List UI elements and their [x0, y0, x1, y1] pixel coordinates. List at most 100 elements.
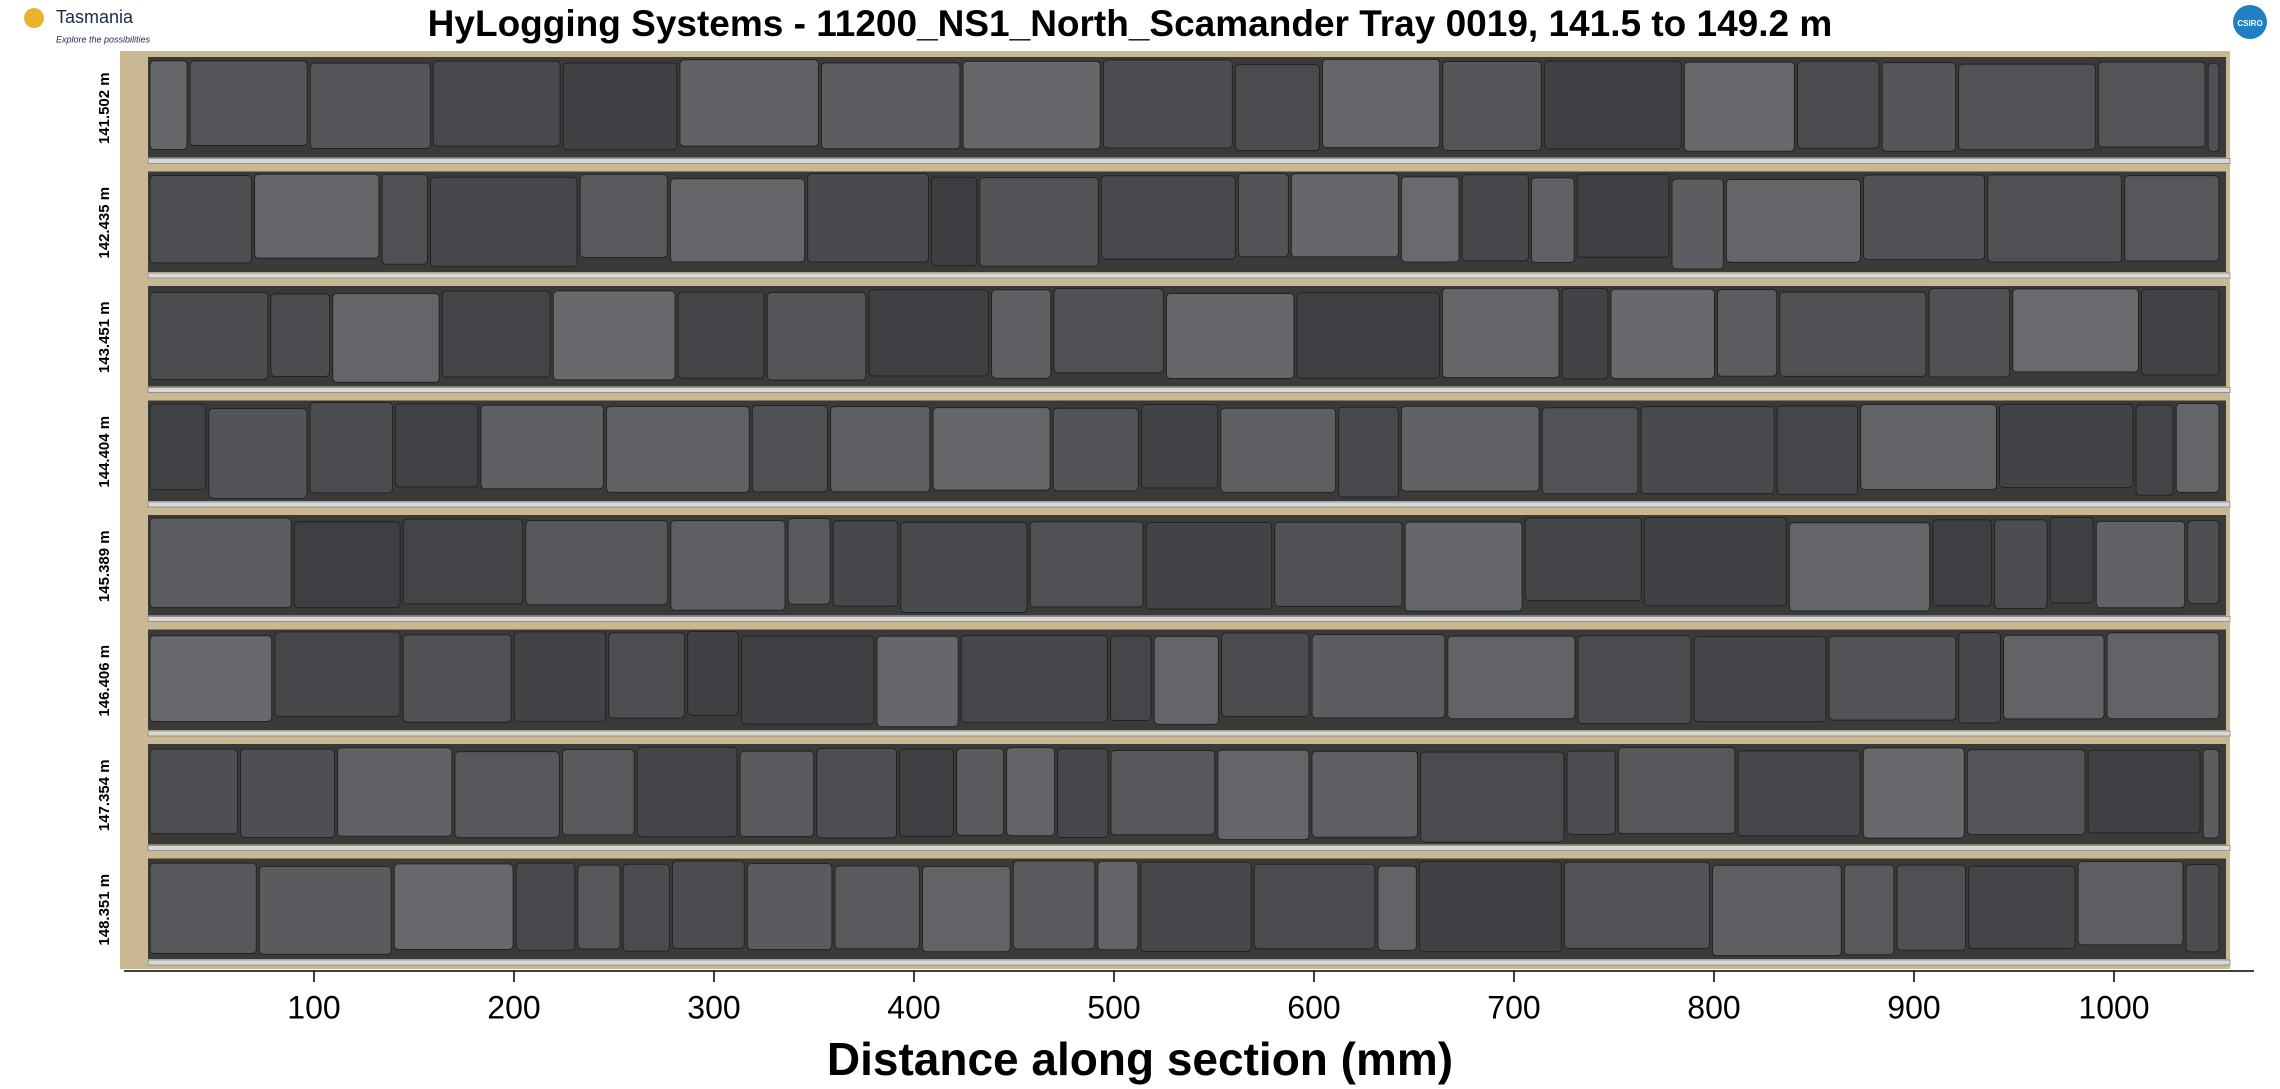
core-piece	[309, 62, 431, 150]
core-piece	[454, 751, 560, 839]
core-piece	[1461, 174, 1529, 262]
core-piece	[1693, 636, 1827, 723]
core-piece	[1274, 521, 1403, 607]
core-piece	[746, 863, 833, 951]
core-piece	[1296, 292, 1440, 379]
row-depth-label: 143.451 m	[96, 301, 113, 373]
core-piece	[1711, 864, 1842, 957]
tray-divider	[147, 501, 2231, 508]
core-piece	[751, 404, 829, 493]
core-piece	[816, 747, 898, 839]
core-piece	[1776, 405, 1859, 496]
core-piece	[149, 517, 292, 609]
core-piece	[274, 631, 401, 718]
core-piece	[402, 518, 524, 605]
x-tick-label: 1000	[2078, 989, 2149, 1025]
core-piece	[1860, 404, 1998, 491]
row-depth-label: 146.406 m	[96, 645, 113, 717]
core-piece	[876, 635, 959, 728]
core-piece	[1442, 61, 1542, 151]
core-piece	[1725, 178, 1861, 263]
core-piece	[1404, 521, 1523, 612]
core-piece	[670, 520, 786, 611]
core-piece	[921, 865, 1011, 953]
core-piece	[622, 863, 670, 952]
core-piece	[1221, 632, 1310, 717]
core-piece	[1220, 407, 1337, 493]
core-piece	[525, 520, 669, 606]
core-piece	[149, 291, 269, 380]
core-piece	[1234, 64, 1320, 152]
x-tick-label: 600	[1287, 989, 1340, 1025]
core-piece	[1140, 861, 1252, 953]
core-piece	[2002, 634, 2105, 720]
core-piece	[1828, 635, 1957, 721]
core-piece	[1290, 173, 1399, 258]
x-tick-label: 300	[687, 989, 740, 1025]
core-piece	[1671, 178, 1724, 270]
x-tick-label: 100	[287, 989, 340, 1025]
core-piece	[309, 402, 393, 494]
core-piece	[480, 404, 604, 490]
core-piece	[2124, 175, 2220, 262]
tray-rows	[147, 57, 2231, 966]
core-piece	[671, 860, 745, 949]
core-piece	[1566, 750, 1616, 835]
logo-tagline: Explore the possibilities	[56, 34, 151, 44]
core-piece	[1994, 519, 2048, 610]
core-piece	[1987, 174, 2123, 263]
core-piece	[636, 746, 738, 838]
core-piece	[960, 634, 1109, 723]
core-piece	[240, 748, 336, 839]
core-piece	[254, 173, 380, 259]
core-piece	[2106, 632, 2220, 720]
core-piece	[1796, 60, 1880, 149]
core-piece	[270, 293, 331, 377]
core-piece	[1140, 404, 1219, 489]
core-piece	[579, 173, 668, 258]
core-piece	[1217, 749, 1310, 841]
core-piece	[562, 62, 678, 151]
core-piece	[1338, 406, 1399, 498]
title: HyLogging Systems - 11200_NS1_North_Scam…	[428, 3, 1833, 44]
core-piece	[1968, 865, 2076, 950]
core-piece	[1788, 522, 1931, 612]
core-piece	[932, 407, 1051, 491]
core-piece	[337, 747, 453, 837]
core-piece	[956, 747, 1005, 836]
core-piece	[787, 517, 831, 605]
core-piece	[1530, 177, 1575, 263]
core-piece	[1237, 173, 1289, 258]
core-piece	[1165, 292, 1295, 380]
core-piece	[1543, 60, 1682, 150]
core-piece	[2097, 61, 2206, 148]
x-axis-label: Distance along section (mm)	[827, 1033, 1453, 1085]
core-piece	[561, 748, 635, 836]
core-piece	[2175, 403, 2220, 493]
core-piece	[766, 292, 867, 381]
logo-left: Tasmania Explore the possibilities	[24, 7, 151, 44]
core-piece	[1563, 861, 1710, 949]
core-piece	[2095, 520, 2186, 609]
core-piece	[2185, 864, 2220, 953]
x-ticks: 100 200 300 400 500 600 700 800 900 1000	[287, 971, 2150, 1025]
logo-icon	[2233, 5, 2267, 39]
core-piece	[2202, 748, 2220, 839]
core-piece	[679, 59, 819, 147]
core-piece	[1253, 863, 1376, 950]
core-piece	[608, 632, 686, 719]
tray-divider	[147, 845, 2231, 851]
core-piece	[1577, 635, 1692, 725]
core-piece	[1928, 287, 2011, 378]
core-piece	[1441, 287, 1560, 379]
core-piece	[441, 290, 551, 378]
core-piece	[2012, 288, 2140, 373]
core-piece	[1958, 63, 2096, 151]
core-piece	[1881, 62, 1957, 152]
core-piece	[149, 60, 188, 151]
core-piece	[552, 290, 676, 381]
core-piece	[149, 403, 207, 490]
core-piece	[2049, 517, 2094, 604]
